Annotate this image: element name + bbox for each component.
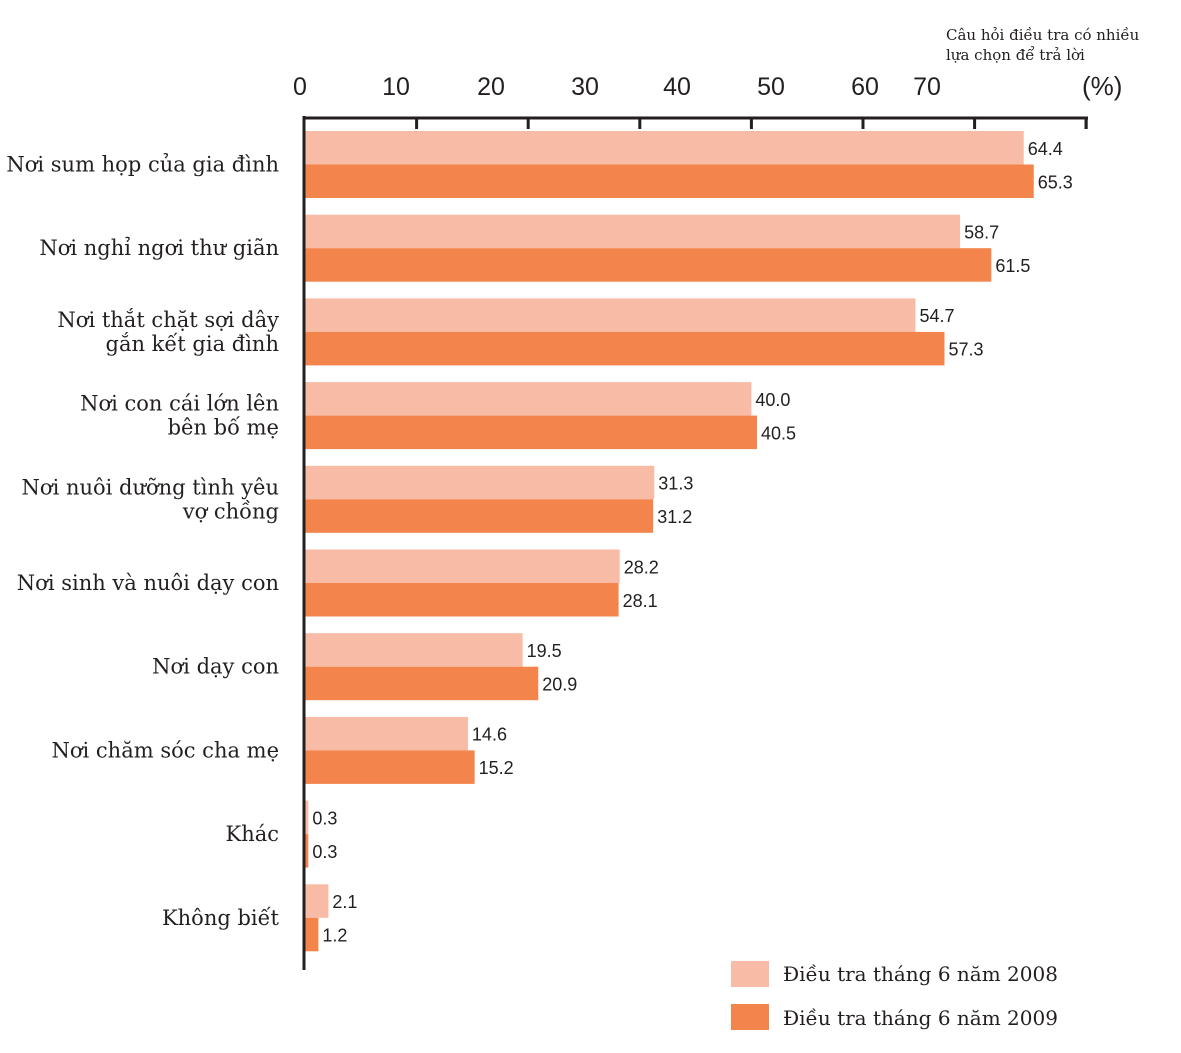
legend-swatch-2008 [731,961,769,987]
category-labels: Nơi sum họp của gia đình Nơi nghỉ ngơi th… [6,153,279,930]
value-labels: 64.4 58.7 54.7 40.0 31.3 28.2 19.5 14.6 0.3 2.1 65… [312,139,1072,946]
data-label: 19.5 [527,641,562,661]
bars [305,131,1034,952]
data-label: 20.9 [542,674,577,694]
bar-2009 [305,248,992,282]
bar-2009 [305,331,945,366]
note-line-1: Câu hỏi điều tra có nhiều [946,26,1140,44]
bar-2008 [305,465,655,500]
bar-2008 [305,549,620,583]
x-tick-label: 60 [851,73,879,101]
data-label: 0.3 [312,808,337,828]
data-label: 40.5 [761,423,796,443]
legend-swatch-2009 [731,1004,769,1030]
data-label: 31.2 [657,507,692,527]
x-tick-label: 0 [293,73,307,101]
category-label: Không biết [162,906,280,930]
legend-label-2009: Điều tra tháng 6 năm 2009 [783,1006,1058,1030]
legend: Điều tra tháng 6 năm 2008 Điều tra tháng… [731,961,1058,1030]
category-label: Khác [226,822,280,846]
category-label: bên bố mẹ [168,416,279,440]
x-tick-label: 20 [477,73,505,101]
category-label: gắn kết gia đình [106,332,280,356]
legend-label-2008: Điều tra tháng 6 năm 2008 [783,962,1058,986]
bar-2008 [305,382,752,416]
bar-2009 [305,415,757,450]
bar-2008 [305,214,961,249]
category-label: Nơi dạy con [152,655,279,679]
x-tick-label: 70 [913,73,941,101]
data-label: 28.1 [623,591,658,611]
data-label: 61.5 [995,256,1030,276]
bar-2008 [305,131,1024,165]
x-tick-label: 50 [757,73,785,101]
bar-2008 [305,716,468,751]
category-label: Nơi sum họp của gia đình [6,153,279,177]
data-label: 58.7 [964,222,999,242]
data-label: 0.3 [312,842,337,862]
bar-2009 [305,583,619,617]
bar-2009 [305,917,319,952]
data-label: 15.2 [479,758,514,778]
data-label: 54.7 [919,306,954,326]
bar-2009 [305,499,654,533]
bar-2008 [305,800,309,835]
bar-2008 [305,633,523,667]
top-note: Câu hỏi điều tra có nhiều lựa chọn để tr… [946,26,1140,64]
note-line-2: lựa chọn để trả lời [946,46,1085,64]
bar-2009 [305,164,1034,198]
data-label: 2.1 [332,892,357,912]
x-axis: 0 10 20 30 40 50 60 70 [293,73,1088,129]
data-label: 40.0 [755,390,790,410]
bar-2009 [305,666,539,701]
bar-2008 [305,298,916,332]
category-label: Nơi sinh và nuôi dạy con [17,571,279,595]
data-label: 57.3 [948,340,983,360]
x-tick-label: 30 [571,73,599,101]
bar-2009 [305,834,309,868]
category-label: Nơi chăm sóc cha mẹ [52,738,279,762]
category-label: Nơi nuôi dưỡng tình yêu [22,475,279,499]
category-label: Nơi thắt chặt sợi dây [57,308,279,332]
data-label: 64.4 [1028,139,1063,159]
bar-2009 [305,750,475,784]
data-label: 28.2 [624,557,659,577]
data-label: 1.2 [322,926,347,946]
bar-2008 [305,884,329,918]
category-label: vợ chồng [182,499,279,523]
x-tick-label: 10 [382,73,410,101]
data-label: 31.3 [658,474,693,494]
category-label: Nơi nghỉ ngơi thư giãn [39,236,279,260]
data-label: 65.3 [1038,172,1073,192]
data-label: 14.6 [472,725,507,745]
x-tick-label: 40 [663,73,691,101]
category-label: Nơi con cái lớn lên [80,392,279,416]
unit-label: (%) [1082,71,1122,101]
